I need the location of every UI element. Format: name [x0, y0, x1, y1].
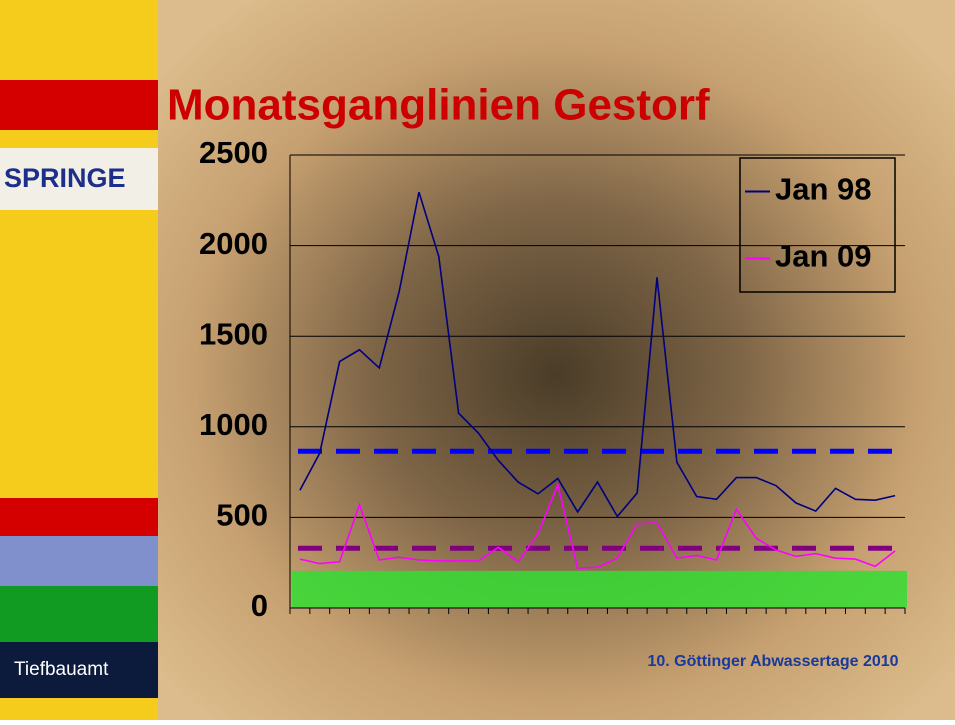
y-tick-label: 1500	[199, 316, 268, 351]
stripe	[0, 586, 158, 642]
legend-label: Jan 09	[775, 239, 872, 274]
y-tick-label: 1000	[199, 407, 268, 442]
y-tick-label: 500	[216, 498, 268, 533]
stripe	[0, 536, 158, 586]
y-tick-label: 2500	[199, 135, 268, 170]
stripe	[0, 80, 158, 130]
band	[292, 571, 907, 608]
y-tick-label: 0	[251, 588, 268, 623]
y-tick-label: 2000	[199, 226, 268, 261]
logo: SPRINGE	[4, 163, 126, 193]
slide: SPRINGE Tiefbauamt Monatsganglinien Gest…	[0, 0, 955, 720]
department: Tiefbauamt	[14, 659, 109, 680]
chart-title: Monatsganglinien Gestorf	[167, 81, 710, 130]
legend-label: Jan 98	[775, 172, 872, 207]
footer: 10. Göttinger Abwassertage 2010	[647, 653, 898, 670]
stripe	[0, 498, 158, 536]
